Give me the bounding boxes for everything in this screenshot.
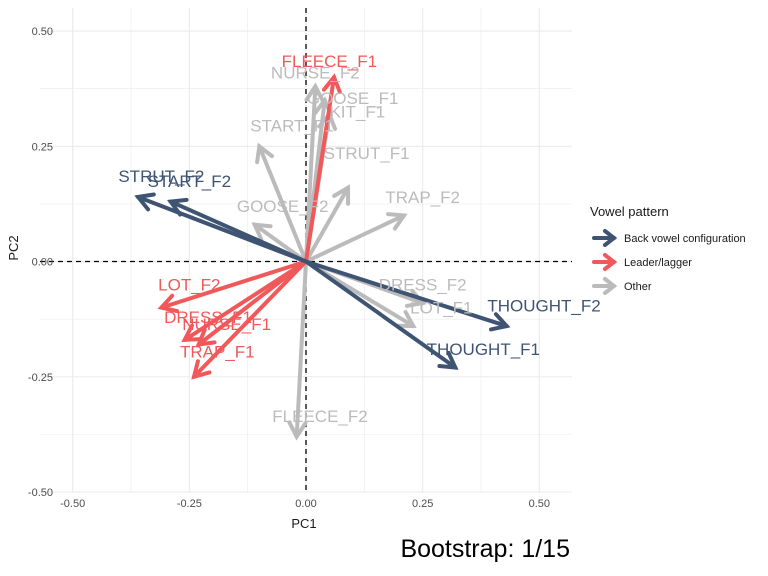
y-axis-title: PC2	[6, 235, 21, 260]
legend-label: Back vowel configuration	[624, 233, 746, 245]
x-tick-label: 0.50	[529, 498, 550, 510]
vector-arrow	[304, 259, 459, 370]
vector-label: FLEECE_F2	[272, 407, 367, 426]
vector-label: GOOSE_F2	[237, 197, 329, 216]
vector-label: START_F1	[250, 117, 333, 136]
vector-label: LOT_F2	[158, 276, 220, 295]
y-tick-label: 0.25	[32, 141, 53, 153]
vector-arrows	[134, 73, 511, 441]
vector-label: STRUT_F1	[324, 144, 410, 163]
x-tick-label: 0.25	[412, 498, 433, 510]
legend-item: Leader/lagger	[592, 253, 692, 271]
vector-arrow	[167, 197, 308, 264]
vector-label: THOUGHT_F2	[487, 296, 600, 315]
vector-arrow	[304, 73, 342, 264]
vector-arrow	[304, 212, 408, 264]
vector-label: FLEECE_F1	[282, 52, 377, 71]
y-tick-label: 0.00	[32, 257, 53, 269]
vector-arrow	[255, 142, 308, 264]
vector-label: STRUT_F2	[118, 167, 204, 186]
x-axis-title: PC1	[291, 516, 316, 531]
y-tick-label: 0.50	[32, 26, 53, 38]
y-tick-label: -0.50	[28, 487, 53, 499]
vector-label: NURSE_F1	[182, 315, 271, 334]
vector-label: DRESS_F2	[379, 276, 467, 295]
vector-label: KIT_F1	[329, 103, 385, 122]
vector-label: NURSE_F2	[271, 64, 360, 83]
vector-label: THOUGHT_F1	[427, 340, 540, 359]
vector-label: TRAP_F1	[180, 342, 255, 361]
legend-item: Other	[592, 277, 652, 295]
vector-labels: FLEECE_F2 GOOSE_F2 START_F1 NURSE_F2 GOOSE_F…	[118, 52, 600, 426]
legend: Vowel pattern Back vowel configuration Le…	[590, 204, 746, 295]
vector-label: GOOSE_F1	[307, 89, 399, 108]
legend-title: Vowel pattern	[590, 204, 669, 219]
y-tick-label: -0.25	[28, 372, 53, 384]
axes: PC1 PC2 -0.50 -0.25 0.00 0.25 0.50 -0.50 -0.25…	[6, 26, 550, 531]
x-tick-label: -0.50	[60, 498, 85, 510]
vector-arrow	[157, 259, 308, 314]
vector-arrow	[191, 259, 308, 380]
vector-label: DRESS_F1	[164, 308, 252, 327]
vector-arrow	[304, 259, 511, 332]
legend-item: Back vowel configuration	[592, 229, 746, 247]
legend-label: Leader/lagger	[624, 257, 692, 269]
vector-arrow	[181, 259, 308, 343]
vector-label: START_F2	[148, 172, 231, 191]
vector-label: TRAP_F2	[385, 188, 460, 207]
legend-label: Other	[624, 281, 652, 293]
bootstrap-caption: Bootstrap: 1/15	[400, 535, 570, 563]
vector-arrow	[287, 259, 308, 441]
vector-arrow	[195, 259, 308, 347]
x-tick-label: 0.00	[295, 498, 316, 510]
vector-arrow	[251, 222, 308, 264]
vector-label: LOT_F1	[410, 299, 472, 318]
vector-arrow	[304, 184, 351, 264]
x-tick-label: -0.25	[177, 498, 202, 510]
